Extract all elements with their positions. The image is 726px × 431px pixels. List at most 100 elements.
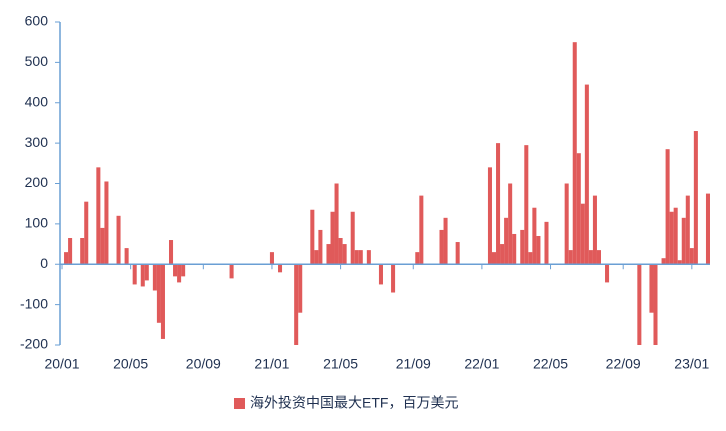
bar (536, 235, 541, 265)
bar (181, 264, 186, 277)
y-tick-label: 200 (25, 174, 49, 190)
bar (177, 264, 182, 283)
bar (326, 244, 331, 265)
bar (229, 264, 234, 279)
bar (455, 242, 460, 265)
bar (496, 143, 501, 265)
bar (391, 264, 396, 293)
bar (661, 258, 666, 265)
bar (568, 250, 573, 265)
x-tick-label: 21/05 (323, 356, 358, 372)
bar (160, 264, 165, 339)
bar (366, 250, 371, 265)
y-tick-label: 500 (25, 53, 49, 69)
bar (572, 42, 577, 265)
bar (512, 233, 517, 265)
bar (669, 211, 674, 265)
legend-swatch (234, 398, 245, 409)
bar (520, 229, 525, 265)
y-tick-label: -100 (20, 295, 48, 311)
bar (378, 264, 383, 285)
bar (278, 264, 283, 273)
bar (705, 193, 710, 265)
bar (358, 250, 363, 265)
bar (84, 201, 89, 265)
bar (576, 153, 581, 265)
bar (318, 229, 323, 265)
bar (681, 217, 686, 265)
x-tick-label: 20/09 (186, 356, 221, 372)
bar (665, 149, 670, 265)
bar (334, 183, 339, 265)
bar (80, 238, 85, 265)
bar (96, 167, 101, 265)
bar (596, 250, 601, 265)
bar (677, 260, 682, 265)
bar (116, 215, 121, 265)
bar (64, 252, 69, 265)
bar (269, 252, 274, 265)
bar (592, 195, 597, 265)
bar (100, 227, 105, 265)
x-tick-label: 22/05 (533, 356, 568, 372)
bar (564, 183, 569, 265)
bar (693, 131, 698, 265)
bar (524, 145, 529, 265)
bar (330, 211, 335, 265)
bar (439, 229, 444, 265)
bar (532, 207, 537, 265)
bar (653, 264, 658, 345)
bar (673, 207, 678, 265)
bar (156, 264, 161, 323)
x-tick-label: 23/01 (674, 356, 709, 372)
bar (689, 248, 694, 265)
bar (415, 252, 420, 265)
bar (500, 244, 505, 265)
bar (124, 248, 129, 265)
bar (314, 250, 319, 265)
bar (354, 250, 359, 265)
bar (508, 183, 513, 265)
bar (169, 240, 174, 265)
y-tick-label: 600 (25, 13, 49, 29)
bar (104, 181, 109, 265)
bar (294, 264, 299, 345)
y-tick-label: -200 (20, 336, 48, 352)
bar (487, 167, 492, 265)
bar (338, 238, 343, 265)
x-tick-label: 20/05 (113, 356, 148, 372)
bar (342, 244, 347, 265)
bar (298, 264, 303, 313)
x-tick-label: 21/09 (396, 356, 431, 372)
bar (685, 195, 690, 265)
y-tick-label: 400 (25, 93, 49, 109)
y-tick-label: 300 (25, 134, 49, 150)
bar (310, 209, 315, 265)
bar (144, 264, 149, 281)
bar (140, 264, 145, 287)
bar (68, 238, 73, 265)
x-tick-label: 20/01 (44, 356, 79, 372)
bar (491, 252, 497, 265)
bar (152, 264, 157, 291)
bar (132, 264, 137, 285)
bar (649, 264, 654, 313)
bar (173, 264, 178, 277)
y-tick-label: 0 (40, 255, 48, 271)
bar (504, 217, 509, 265)
bar (544, 221, 549, 265)
x-tick-label: 22/01 (464, 356, 499, 372)
bar (350, 211, 355, 265)
bar (637, 264, 642, 345)
bar (584, 84, 589, 265)
bar (588, 250, 593, 265)
bar (580, 203, 585, 265)
y-tick-label: 100 (25, 215, 49, 231)
x-tick-label: 22/09 (606, 356, 641, 372)
bar (443, 217, 448, 265)
x-tick-label: 21/01 (254, 356, 289, 372)
bar (419, 195, 424, 265)
bar (528, 252, 533, 265)
bar (605, 264, 610, 283)
